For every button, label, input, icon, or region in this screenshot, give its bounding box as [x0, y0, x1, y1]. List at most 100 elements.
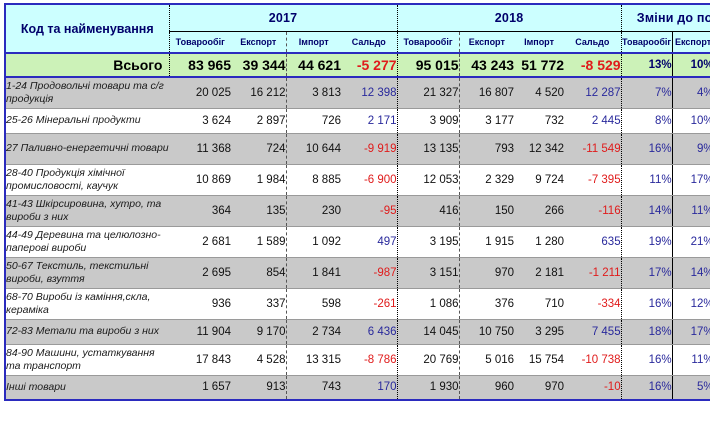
- row-change-export: 17%: [671, 164, 710, 196]
- row-2018-turnover: 13 135: [397, 133, 460, 165]
- total-change-export: 10%: [671, 53, 710, 78]
- row-change-turnover: 19%: [621, 226, 673, 258]
- table-row[interactable]: 1-24 Продовольчі товари та с/г продукція…: [4, 77, 710, 109]
- total-change-turnover: 13%: [621, 53, 673, 78]
- total-row: Всього 83 965 39 344 44 621 -5 277 95 01…: [4, 53, 710, 78]
- row-2017-balance: 2 171: [341, 108, 398, 134]
- row-2017-turnover: 3 624: [169, 108, 231, 134]
- row-2017-import: 1 092: [285, 226, 341, 258]
- row-2018-export: 960: [458, 375, 515, 401]
- table-row[interactable]: 50-67 Текстиль, текстильні вироби, взутт…: [4, 257, 710, 289]
- row-2018-import: 266: [514, 195, 565, 227]
- row-2017-balance: -6 900: [341, 164, 398, 196]
- row-2018-turnover: 14 045: [397, 319, 460, 345]
- row-change-export: 5%: [671, 375, 710, 401]
- row-2017-import: 13 315: [285, 344, 341, 376]
- row-category-label: 1-24 Продовольчі товари та с/г продукція: [4, 77, 169, 109]
- row-2018-import: 732: [514, 108, 565, 134]
- table-header: Код та найменування 2017 2018 Зміни до п…: [4, 3, 710, 54]
- row-change-turnover: 8%: [621, 108, 673, 134]
- table-row[interactable]: 41-43 Шкірсировина, хутро, та вироби з н…: [4, 195, 710, 227]
- row-2017-turnover: 1 657: [169, 375, 231, 401]
- header-subcolumn-row: Товарообіг Експорт Імпорт Сальдо Товароо…: [5, 31, 710, 54]
- table-body: Всього 83 965 39 344 44 621 -5 277 95 01…: [4, 53, 710, 401]
- row-category-label: 44-49 Деревина та целюлозно-паперові вир…: [4, 226, 169, 258]
- header-2017-balance: Сальдо: [341, 31, 398, 54]
- table-row[interactable]: 28-40 Продукція хімічної промисловості, …: [4, 164, 710, 196]
- row-change-turnover: 16%: [621, 288, 673, 320]
- row-2017-export: 1 589: [231, 226, 286, 258]
- row-2017-balance: 170: [341, 375, 398, 401]
- row-change-export: 10%: [671, 108, 710, 134]
- row-2018-turnover: 3 195: [397, 226, 460, 258]
- row-2017-export: 854: [231, 257, 286, 289]
- spreadsheet-table-view: Код та найменування 2017 2018 Зміни до п…: [0, 3, 710, 421]
- total-2017-export: 39 344: [231, 53, 286, 78]
- header-2017-turnover: Товарообіг: [169, 31, 231, 54]
- row-2017-balance: 497: [341, 226, 398, 258]
- row-2018-import: 1 280: [514, 226, 565, 258]
- row-2018-balance: -334: [564, 288, 622, 320]
- row-change-export: 4%: [671, 77, 710, 109]
- table-row[interactable]: 25-26 Мінеральні продукти 3 624 2 897 726 2 …: [4, 108, 710, 134]
- total-2017-turnover: 83 965: [169, 53, 231, 78]
- header-change-export: Експорт: [671, 31, 710, 54]
- table-row[interactable]: 27 Паливно-енергетичні товари 11 368 724 10…: [4, 133, 710, 165]
- row-2017-import: 8 885: [285, 164, 341, 196]
- row-2018-balance: 7 455: [564, 319, 622, 345]
- row-2018-export: 2 329: [458, 164, 515, 196]
- header-group-change: Зміни до попер.: [621, 3, 710, 32]
- row-2017-import: 1 841: [285, 257, 341, 289]
- row-2017-import: 230: [285, 195, 341, 227]
- row-2017-import: 10 644: [285, 133, 341, 165]
- header-change-turnover: Товарообіг: [621, 31, 673, 54]
- row-2017-turnover: 10 869: [169, 164, 231, 196]
- header-code-and-name: Код та найменування: [4, 3, 170, 54]
- total-label: Всього: [4, 53, 170, 78]
- header-2018-export: Експорт: [458, 31, 515, 54]
- header-group-row: Код та найменування 2017 2018 Зміни до п…: [4, 3, 710, 54]
- row-2018-import: 710: [514, 288, 565, 320]
- row-category-label: 25-26 Мінеральні продукти: [4, 108, 169, 134]
- row-2017-export: 337: [231, 288, 286, 320]
- table-row[interactable]: Інші товари 1 657 913 743 170 1 930 960 970 -10 1…: [4, 375, 710, 401]
- row-2018-import: 4 520: [514, 77, 565, 109]
- row-2018-turnover: 416: [397, 195, 460, 227]
- row-category-label: 84-90 Машини, устаткування та транспорт: [4, 344, 169, 376]
- row-2018-import: 3 295: [514, 319, 565, 345]
- row-2017-export: 724: [231, 133, 286, 165]
- row-2017-import: 726: [285, 108, 341, 134]
- row-2018-turnover: 20 769: [397, 344, 460, 376]
- row-2018-balance: -1 211: [564, 257, 622, 289]
- row-2018-turnover: 3 151: [397, 257, 460, 289]
- row-2018-turnover: 21 327: [397, 77, 460, 109]
- row-2017-balance: -9 919: [341, 133, 398, 165]
- row-2017-turnover: 17 843: [169, 344, 231, 376]
- row-2018-turnover: 1 930: [397, 375, 460, 401]
- row-2017-balance: -95: [341, 195, 398, 227]
- header-2018-turnover: Товарообіг: [397, 31, 460, 54]
- trade-statistics-table: Код та найменування 2017 2018 Зміни до п…: [4, 3, 710, 401]
- table-row[interactable]: 84-90 Машини, устаткування та транспорт 1…: [4, 344, 710, 376]
- table-row[interactable]: 72-83 Метали та вироби з них 11 904 9 170 2…: [4, 319, 710, 345]
- row-2017-turnover: 2 681: [169, 226, 231, 258]
- row-category-label: 50-67 Текстиль, текстильні вироби, взутт…: [4, 257, 169, 289]
- row-2018-balance: 635: [564, 226, 622, 258]
- row-category-label: 72-83 Метали та вироби з них: [4, 319, 169, 345]
- row-change-turnover: 16%: [621, 375, 673, 401]
- row-2017-export: 2 897: [231, 108, 286, 134]
- row-2017-export: 4 528: [231, 344, 286, 376]
- row-category-label: 27 Паливно-енергетичні товари: [4, 133, 169, 165]
- row-2018-balance: -11 549: [564, 133, 622, 165]
- row-2018-export: 10 750: [458, 319, 515, 345]
- row-2017-balance: 12 398: [341, 77, 398, 109]
- row-2018-import: 12 342: [514, 133, 565, 165]
- header-2018-balance: Сальдо: [564, 31, 622, 54]
- table-row[interactable]: 44-49 Деревина та целюлозно-паперові вир…: [4, 226, 710, 258]
- table-row[interactable]: 68-70 Вироби із каміння,скла, кераміка 93…: [4, 288, 710, 320]
- row-2017-export: 9 170: [231, 319, 286, 345]
- row-change-export: 11%: [671, 195, 710, 227]
- header-2017-export: Експорт: [231, 31, 286, 54]
- row-2017-balance: -987: [341, 257, 398, 289]
- row-2017-export: 1 984: [231, 164, 286, 196]
